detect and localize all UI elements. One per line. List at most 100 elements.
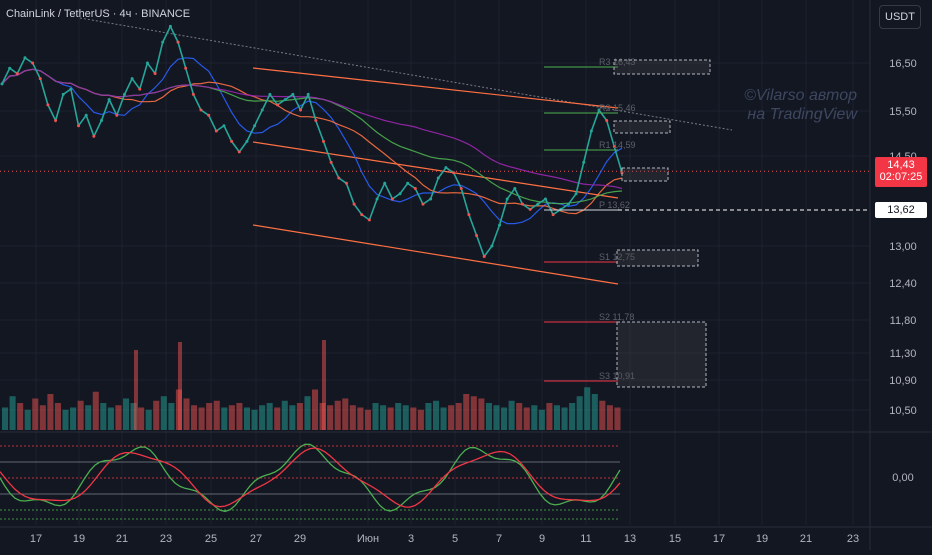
y-tick-label: 10,50 [889,405,917,417]
x-tick-label: 17 [713,533,725,545]
pivot-level-label: R1 14,59 [599,140,636,150]
price-line [0,24,624,259]
volume-bar [387,407,394,430]
x-tick-label: 23 [160,533,172,545]
price-point [406,181,410,185]
price-point [84,113,88,117]
pivot-level-label: P 13,62 [599,200,630,210]
price-point [199,108,203,112]
volume-bar [289,405,296,430]
volume-bar [115,405,122,430]
volume-bar [296,403,303,430]
volume-bar [546,403,553,430]
volume-bar [47,394,54,430]
price-point [352,202,356,206]
price-point [46,103,50,107]
volume-bar [425,403,432,430]
price-point [237,150,241,154]
price-point [467,213,471,217]
volume-bar [478,398,485,430]
x-tick-label: 25 [205,533,217,545]
price-point [107,98,111,102]
x-tick-label: 27 [250,533,262,545]
volume-bar [221,407,228,430]
projection-box [621,167,669,182]
volume-bar [440,407,447,430]
price-point [589,129,593,133]
price-point [130,77,134,81]
price-point [253,124,257,128]
volume-bar [322,340,326,430]
x-tick-label: 5 [452,533,458,545]
volume-bar [501,407,508,430]
price-point [482,254,486,258]
pivot-price-badge: 13,62 [875,202,927,218]
price-point [337,176,341,180]
volume-bar [599,400,606,430]
price-point [54,119,58,123]
price-point [413,186,417,190]
price-point [161,40,165,44]
x-tick-label: 21 [116,533,128,545]
symbol-title[interactable]: ChainLink / TetherUS · 4ч · BINANCE [6,8,191,20]
volume-bar [402,405,409,430]
volume-bar [372,403,379,430]
volume-bar [130,403,137,430]
volume-bar [584,387,591,430]
y-tick-label: 11,80 [890,315,917,327]
price-point [543,197,547,201]
y-tick-label: 16,50 [889,58,917,70]
price-point [536,202,540,206]
volume-bar [349,405,356,430]
currency-unit-button[interactable]: USDT [879,5,921,29]
price-point [566,202,570,206]
volume-bar [100,403,107,430]
price-point [299,108,303,112]
volume-bar [448,405,455,430]
pivot-level-label: R2 15,46 [599,103,636,113]
price-series-line [1,24,623,259]
price-point [620,171,624,175]
price-point [31,61,35,65]
volume-bar [153,400,160,430]
price-point [444,166,448,170]
x-tick-label: 19 [73,533,85,545]
volume-bar [417,409,424,430]
volume-bar [485,403,492,430]
price-point [8,66,12,70]
y-tick-label: 11,30 [890,348,917,360]
volume-bar [516,403,523,430]
volume-bar [614,407,621,430]
volume-bar [77,400,84,430]
price-point [390,197,394,201]
price-point [260,108,264,112]
price-point [520,202,524,206]
volume-bar [243,407,251,430]
volume-bar [561,407,568,430]
x-tick-label: 29 [294,533,306,545]
volume-bar [455,403,462,430]
price-point [329,160,333,164]
price-point [77,124,81,128]
y-tick-label: 13,00 [889,241,917,253]
price-point [61,92,65,96]
volume-bar [9,396,16,430]
volume-bar [569,403,576,430]
volume-bar [160,396,167,430]
watermark-line-1: ©Vilarso автор [744,87,857,104]
pivot-level-label: S2 11,78 [599,312,634,322]
price-point [459,186,463,190]
volume-bar [380,405,387,430]
pivot-level-label: S3 10,91 [599,371,635,381]
price-point [490,244,494,248]
oscillator-pane [0,443,621,520]
price-point [122,92,126,96]
price-point [291,92,295,96]
volume-bar [470,396,477,430]
price-point [145,61,149,65]
price-point [582,160,586,164]
volume-bars [2,340,621,430]
x-tick-label: 17 [30,533,42,545]
